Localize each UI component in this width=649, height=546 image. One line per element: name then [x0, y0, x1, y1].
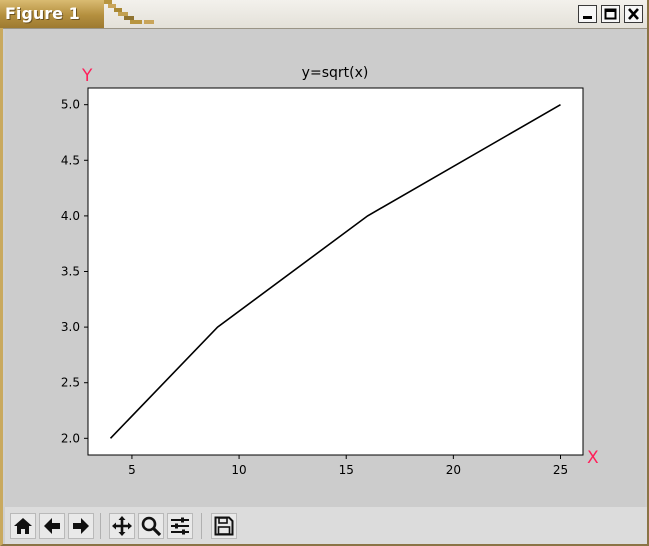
x-tick-label: 10	[231, 463, 246, 477]
minimize-icon	[583, 16, 592, 19]
figure-canvas[interactable]: y=sqrt(x) 2.0 2.5 3.0 3.5 4.0 4.5 5.0 5 10 15 20 2…	[5, 29, 645, 507]
y-tick-label: 4.5	[61, 153, 80, 167]
home-button[interactable]	[10, 513, 36, 539]
axes-background	[87, 87, 584, 456]
pan-move-icon	[112, 516, 132, 536]
y-tick-label: 3.0	[61, 320, 80, 334]
back-button[interactable]	[39, 513, 65, 539]
toolbar-separator	[100, 513, 101, 539]
window-title: Figure 1	[5, 4, 80, 23]
title-bar[interactable]: Figure 1	[0, 0, 647, 29]
home-icon	[14, 518, 32, 534]
zoom-magnifier-icon	[141, 516, 162, 537]
x-tick-label: 25	[553, 463, 568, 477]
y-tick-label: 3.5	[61, 265, 80, 279]
line-chart[interactable]: y=sqrt(x) 2.0 2.5 3.0 3.5 4.0 4.5 5.0 5 10 15 20 2…	[5, 29, 645, 507]
pan-button[interactable]	[109, 513, 135, 539]
configure-subplots-icon	[171, 517, 189, 535]
back-arrow-icon	[44, 518, 60, 534]
save-button[interactable]	[211, 513, 237, 539]
close-icon	[628, 8, 639, 20]
zoom-button[interactable]	[138, 513, 164, 539]
minimize-button[interactable]	[578, 5, 597, 23]
y-tick-label: 2.0	[61, 431, 80, 445]
x-tick-label: 20	[446, 463, 461, 477]
series-line	[109, 104, 561, 439]
x-axis-label: X	[587, 448, 599, 468]
y-tick-label: 5.0	[61, 98, 80, 112]
x-tick-label: 5	[128, 463, 136, 477]
configure-subplots-button[interactable]	[167, 513, 193, 539]
x-tick-label: 15	[339, 463, 354, 477]
y-tick-label: 2.5	[61, 376, 80, 390]
y-tick-label: 4.0	[61, 209, 80, 223]
forward-arrow-icon	[73, 518, 89, 534]
maximize-button[interactable]	[601, 5, 620, 23]
save-floppy-icon	[214, 516, 234, 536]
title-tab: Figure 1	[0, 0, 104, 28]
title-decoration	[104, 0, 154, 24]
chart-title: y=sqrt(x)	[302, 65, 369, 81]
toolbar-separator	[201, 513, 202, 539]
close-button[interactable]	[624, 5, 643, 23]
y-axis-label: Y	[81, 66, 93, 86]
navigation-toolbar	[5, 507, 647, 544]
maximize-icon	[604, 8, 617, 20]
forward-button[interactable]	[68, 513, 94, 539]
